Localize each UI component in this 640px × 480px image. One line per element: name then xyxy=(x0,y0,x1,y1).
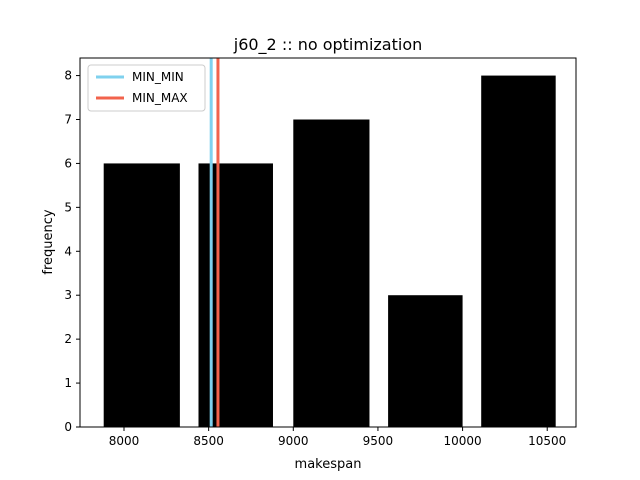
y-tick-label: 4 xyxy=(64,244,72,258)
y-tick-label: 0 xyxy=(64,420,72,434)
y-tick-label: 5 xyxy=(64,200,72,214)
bar-1 xyxy=(103,163,180,427)
x-tick-label: 10500 xyxy=(528,434,566,448)
x-tick-label: 8500 xyxy=(193,434,224,448)
y-tick-label: 2 xyxy=(64,332,72,346)
x-tick-label: 9000 xyxy=(278,434,309,448)
y-axis-label: frequency xyxy=(41,209,56,275)
bar-3 xyxy=(293,119,370,427)
y-tick-label: 8 xyxy=(64,69,72,83)
x-tick-label: 9500 xyxy=(363,434,394,448)
y-tick-label: 1 xyxy=(64,376,72,390)
legend: MIN_MIN MIN_MAX xyxy=(87,64,206,112)
x-tick-label: 8000 xyxy=(109,434,140,448)
bar-4 xyxy=(388,295,463,427)
y-tick-label: 7 xyxy=(64,113,72,127)
x-axis: 8000 8500 9000 9500 10000 10500 xyxy=(109,427,566,448)
x-tick-label: 10000 xyxy=(443,434,481,448)
bar-2 xyxy=(198,163,273,427)
y-tick-label: 6 xyxy=(64,156,72,170)
chart-title: j60_2 :: no optimization xyxy=(233,35,423,55)
legend-label: MIN_MIN xyxy=(132,70,184,84)
legend-label: MIN_MAX xyxy=(132,91,188,105)
axes-frame xyxy=(79,57,577,428)
bar-5 xyxy=(481,75,556,428)
y-axis: 0 1 2 3 4 5 6 7 8 xyxy=(64,69,80,434)
plot-area xyxy=(79,57,577,428)
x-axis-label: makespan xyxy=(295,457,362,472)
y-tick-label: 3 xyxy=(64,288,72,302)
